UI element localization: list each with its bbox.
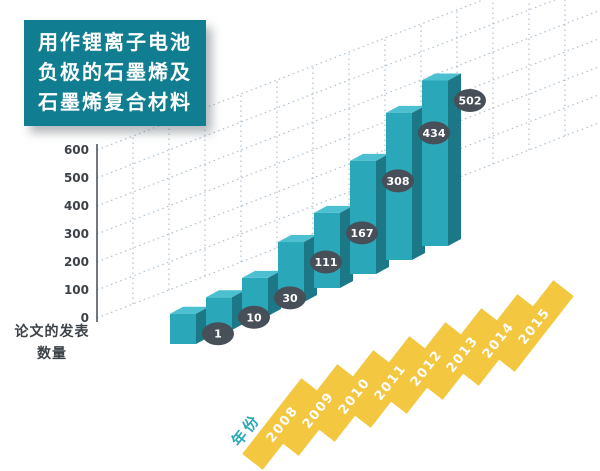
grid-line-depth: [96, 65, 600, 263]
chart-title-line-1: 用作锂离子电池: [38, 30, 192, 54]
y-axis-caption: 论文的发表 数量: [2, 322, 102, 365]
bar-2013: [350, 153, 389, 274]
bar-2008: [170, 306, 209, 344]
bar-side-face: [412, 105, 425, 260]
value-label: 111: [315, 256, 338, 269]
bar-2012: [314, 205, 353, 288]
value-label: 502: [459, 94, 482, 107]
year-stripe-ribbon: [422, 308, 502, 400]
value-bubble-2012: 167: [346, 221, 378, 245]
year-stripe-ribbon: [314, 350, 394, 442]
chart-title-line-3: 石墨烯复合材料: [38, 90, 192, 114]
grid-line-depth: [96, 9, 600, 207]
value-bubble-2011: 111: [310, 250, 342, 274]
y-axis-tick-label: 600: [64, 143, 89, 157]
chart-title: 用作锂离子电池 负极的石墨烯及 石墨烯复合材料: [24, 20, 206, 126]
value-bubble-shape: [202, 322, 234, 346]
year-stripe-ribbon: [386, 322, 466, 414]
grid-line-depth: [96, 121, 600, 319]
value-bubble-shape: [310, 250, 342, 274]
value-bubble-2008: 1: [202, 322, 234, 346]
value-label: 308: [387, 175, 410, 188]
y-axis-caption-line-1: 论文的发表: [14, 324, 90, 340]
grid-line-depth: [96, 93, 600, 291]
value-bubble-shape: [274, 286, 306, 310]
bar-front-face: [350, 160, 376, 274]
year-stripe-ribbon: [278, 364, 358, 456]
value-bubble-shape: [418, 121, 450, 145]
value-label: 30: [282, 292, 298, 305]
grid-line-depth: [96, 37, 600, 235]
y-axis-tick-label: 200: [64, 255, 89, 269]
value-bubble-shape: [346, 221, 378, 245]
bar-side-face: [448, 73, 461, 247]
value-label: 10: [246, 311, 262, 324]
bar-front-face: [314, 212, 340, 288]
y-axis-caption-line-2: 数量: [37, 345, 67, 362]
value-bubble-2013: 308: [382, 169, 414, 193]
value-bubble-2015: 502: [454, 88, 486, 112]
value-label: 1: [214, 328, 222, 341]
bar-2015: [422, 73, 461, 247]
year-stripe-ribbon: [458, 294, 538, 386]
grid-line-depth: [96, 0, 557, 179]
y-axis-tick-label: 100: [64, 283, 89, 297]
y-axis-tick-label: 400: [64, 199, 89, 213]
value-bubble-2009: 10: [238, 305, 270, 329]
value-bubble-2010: 30: [274, 286, 306, 310]
value-label: 434: [423, 127, 446, 140]
y-axis-tick-label: 300: [64, 227, 89, 241]
bar-side-face: [304, 235, 317, 302]
year-stripe-ribbon: [350, 336, 430, 428]
y-axis-tick-label: 500: [64, 171, 89, 185]
bar-front-face: [422, 80, 448, 247]
value-bubble-2014: 434: [418, 121, 450, 145]
value-bubble-shape: [382, 169, 414, 193]
year-stripe-ribbon: [494, 280, 574, 372]
bar-front-face: [170, 313, 196, 344]
value-label: 167: [351, 227, 374, 240]
value-bubble-shape: [454, 88, 486, 112]
chart-title-line-2: 负极的石墨烯及: [38, 60, 192, 84]
y-axis-tick-label: 0: [81, 311, 89, 325]
year-stripe-ribbon: [242, 378, 322, 470]
value-bubble-shape: [238, 305, 270, 329]
